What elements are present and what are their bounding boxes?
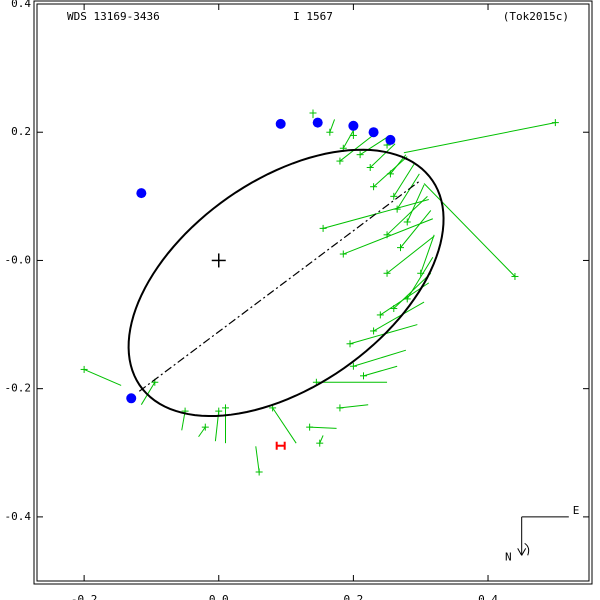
residual-line <box>404 123 555 153</box>
residual-line <box>370 144 395 168</box>
ytick-label: 0.4 <box>11 0 31 10</box>
orbit-ellipse <box>129 150 444 416</box>
residual-line <box>353 350 406 366</box>
plot-frame <box>37 4 589 581</box>
ytick-label: 0.2 <box>11 125 31 138</box>
residual-line <box>256 446 259 472</box>
residual-line <box>363 366 397 376</box>
title-mid: I 1567 <box>293 10 333 23</box>
compass-n-label: N <box>505 550 512 563</box>
ephemeris-point <box>369 127 379 137</box>
compass-e-label: E <box>573 504 580 517</box>
ytick-label: -0.4 <box>5 510 32 523</box>
residual-line <box>199 427 206 437</box>
highlight-point <box>277 442 285 450</box>
residual-line <box>330 119 335 132</box>
residual-line <box>340 405 368 408</box>
residual-line <box>310 427 337 428</box>
residual-line <box>320 435 323 443</box>
xtick-label: 0.2 <box>343 593 363 600</box>
xtick-label: 0.4 <box>478 593 498 600</box>
ephemeris-point <box>126 393 136 403</box>
residual-line <box>343 219 433 254</box>
residual-line <box>397 174 419 209</box>
title-right: (Tok2015c) <box>503 10 569 23</box>
residual-line <box>394 164 414 196</box>
ephemeris-point <box>276 119 286 129</box>
ytick-label: -0.0 <box>5 253 32 266</box>
compass <box>518 517 569 555</box>
ephemeris-point <box>313 118 323 128</box>
xtick-label: 0.0 <box>209 593 229 600</box>
ephemeris-point <box>385 135 395 145</box>
nodes-line <box>139 180 420 391</box>
ephemeris-point <box>136 188 146 198</box>
ephemeris-point <box>348 121 358 131</box>
residual-line <box>424 184 515 277</box>
ytick-label: -0.2 <box>5 382 32 395</box>
orbit-plot: -0.2 0.0 0.2 0.4 -0.4 -0.2 -0.0 0.2 0.4 WDS 13169… <box>0 0 600 600</box>
residual-line <box>273 408 297 443</box>
residual-line <box>141 382 154 404</box>
title-left: WDS 13169-3436 <box>67 10 160 23</box>
xtick-label: -0.2 <box>71 593 98 600</box>
residual-line <box>374 302 424 331</box>
residual-line <box>84 369 121 385</box>
